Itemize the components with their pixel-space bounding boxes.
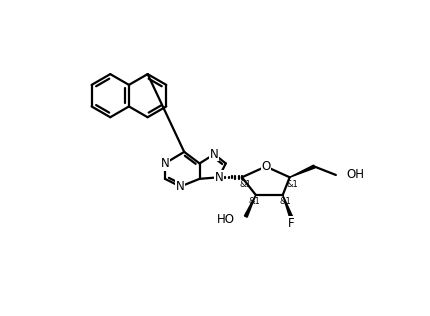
Text: OH: OH xyxy=(347,168,365,181)
Text: N: N xyxy=(210,148,218,161)
Text: N: N xyxy=(176,180,185,193)
Text: &1: &1 xyxy=(280,198,292,206)
Text: N: N xyxy=(160,157,169,170)
Text: &1: &1 xyxy=(249,198,260,206)
Polygon shape xyxy=(290,165,315,177)
Text: &1: &1 xyxy=(287,180,298,189)
Text: O: O xyxy=(261,160,270,173)
Text: N: N xyxy=(215,171,223,184)
Polygon shape xyxy=(244,195,256,217)
Text: HO: HO xyxy=(217,213,235,226)
Polygon shape xyxy=(283,195,293,218)
Text: &1: &1 xyxy=(239,180,251,189)
Text: F: F xyxy=(288,217,295,230)
